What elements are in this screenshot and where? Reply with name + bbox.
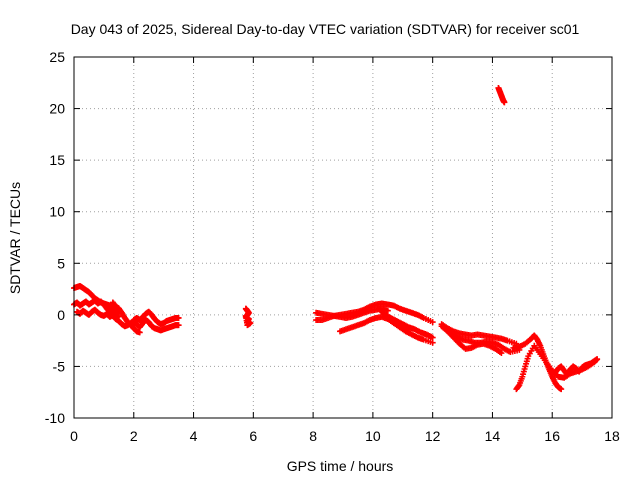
data-point: [594, 356, 601, 363]
data-point: [429, 339, 436, 346]
x-tick-label: 18: [604, 428, 620, 444]
y-tick-label: 10: [49, 204, 65, 220]
data-point: [558, 386, 565, 393]
chart-title: Day 043 of 2025, Sidereal Day-to-day VTE…: [71, 21, 580, 37]
data-point: [498, 350, 505, 357]
data-point: [501, 99, 508, 106]
data-point: [384, 307, 391, 314]
axis-ticks: [73, 56, 613, 419]
data-point: [175, 314, 182, 321]
data-point: [136, 329, 143, 336]
series-5: [130, 308, 182, 328]
data-point: [242, 312, 249, 319]
series-10: [375, 305, 436, 341]
series-17: [552, 356, 601, 378]
x-tick-label: 4: [190, 428, 198, 444]
x-tick-label: 14: [485, 428, 501, 444]
data-point: [429, 319, 436, 326]
y-tick-label: 0: [57, 307, 65, 323]
data-points: [71, 84, 601, 393]
tick-labels: 0 2 4 6 8 10 12 14 16 18 -10 -5 0 5 10 15 20 25: [45, 49, 620, 444]
x-axis-label: GPS time / hours: [287, 458, 394, 474]
x-tick-label: 6: [249, 428, 257, 444]
x-tick-label: 16: [544, 428, 560, 444]
y-tick-label: 20: [49, 101, 65, 117]
series-6: [242, 305, 254, 329]
x-tick-label: 12: [425, 428, 441, 444]
y-tick-label: 25: [49, 49, 65, 65]
x-tick-label: 0: [70, 428, 78, 444]
plot-frame: [73, 56, 613, 419]
series-14: [495, 84, 508, 106]
y-tick-label: -5: [53, 358, 66, 374]
data-point: [175, 322, 182, 329]
series-8: [313, 300, 436, 326]
y-tick-label: 5: [57, 255, 65, 271]
series-4: [109, 312, 182, 334]
y-tick-label: 15: [49, 152, 65, 168]
y-axis-label: SDTVAR / TECUs: [7, 182, 23, 294]
data-point: [429, 334, 436, 341]
y-tick-label: -10: [45, 410, 65, 426]
x-tick-label: 2: [130, 428, 138, 444]
x-tick-label: 8: [309, 428, 317, 444]
x-tick-label: 10: [365, 428, 381, 444]
